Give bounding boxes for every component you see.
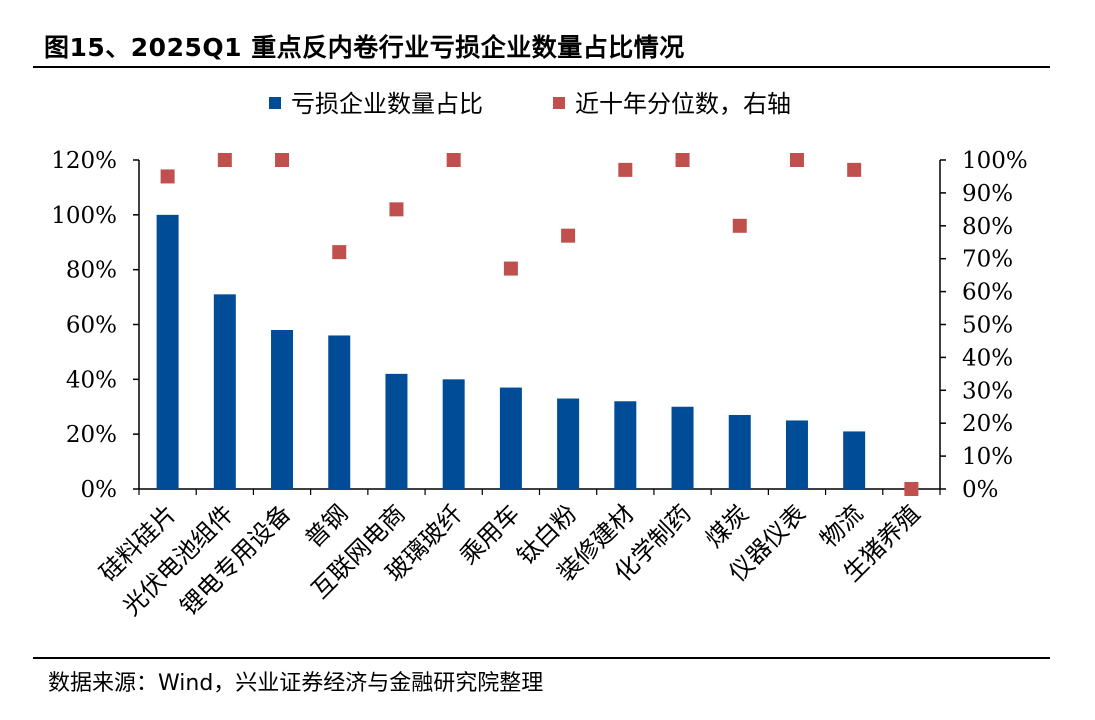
- bar-8: [557, 398, 580, 489]
- right-tick-label: 10%: [962, 444, 1013, 470]
- right-tick-label: 30%: [962, 378, 1013, 404]
- right-tick-label: 90%: [962, 181, 1013, 207]
- combo-chart: 0% 20% 40% 60% 80% 100% 120% 0% 10% 20% 30% 40% 50% 6…: [51, 90, 1028, 621]
- right-tick-label: 50%: [962, 313, 1013, 339]
- bar-1: [156, 214, 179, 490]
- marker-10: [675, 153, 690, 167]
- marker-3: [275, 153, 290, 167]
- left-tick-label: 40%: [66, 367, 117, 393]
- marker-7: [503, 261, 518, 276]
- marker-2: [217, 153, 232, 167]
- bar-10: [671, 406, 694, 489]
- marker-9: [618, 162, 633, 177]
- left-tick-label: 100%: [51, 203, 117, 229]
- legend-swatch-bar: [269, 97, 281, 109]
- bar-6: [442, 379, 465, 489]
- left-tick-label: 80%: [66, 258, 117, 284]
- marker-14: [904, 482, 919, 496]
- right-tick-label: 80%: [962, 214, 1013, 240]
- right-tick-label: 70%: [962, 247, 1013, 273]
- right-tick-label: 60%: [962, 280, 1013, 306]
- bar-7: [499, 387, 522, 489]
- bar-12: [785, 420, 808, 489]
- marker-5: [389, 202, 404, 217]
- left-tick-label: 0%: [81, 477, 118, 503]
- left-tick-label: 120%: [51, 148, 117, 174]
- right-tick-label: 100%: [962, 148, 1028, 174]
- bar-11: [728, 414, 751, 489]
- left-tick-label: 20%: [66, 422, 117, 448]
- category-label: 乘用车: [454, 499, 525, 570]
- bar-2: [213, 294, 236, 489]
- marker-6: [446, 153, 461, 167]
- footer-rule: [33, 657, 1050, 659]
- source-note: 数据来源：Wind，兴业证券经济与金融研究院整理: [48, 671, 544, 696]
- title-rule: [33, 66, 1050, 68]
- left-tick-label: 60%: [66, 313, 117, 339]
- bar-9: [614, 401, 637, 489]
- chart-title: 图15、2025Q1 重点反内卷行业亏损企业数量占比情况: [44, 33, 685, 62]
- legend-label-marker: 近十年分位数，右轴: [575, 90, 791, 118]
- right-tick-label: 0%: [962, 477, 999, 503]
- bar-3: [271, 329, 294, 489]
- marker-12: [789, 153, 804, 167]
- bar-4: [328, 335, 351, 489]
- bar-13: [843, 431, 866, 489]
- right-tick-label: 20%: [962, 411, 1013, 437]
- legend-swatch-marker: [553, 97, 565, 109]
- marker-11: [732, 218, 747, 233]
- marker-1: [160, 169, 175, 184]
- marker-8: [561, 228, 576, 243]
- right-tick-label: 40%: [962, 345, 1013, 371]
- marker-13: [847, 162, 862, 177]
- marker-4: [332, 245, 347, 260]
- bar-5: [385, 373, 408, 489]
- legend-label-bar: 亏损企业数量占比: [291, 90, 483, 118]
